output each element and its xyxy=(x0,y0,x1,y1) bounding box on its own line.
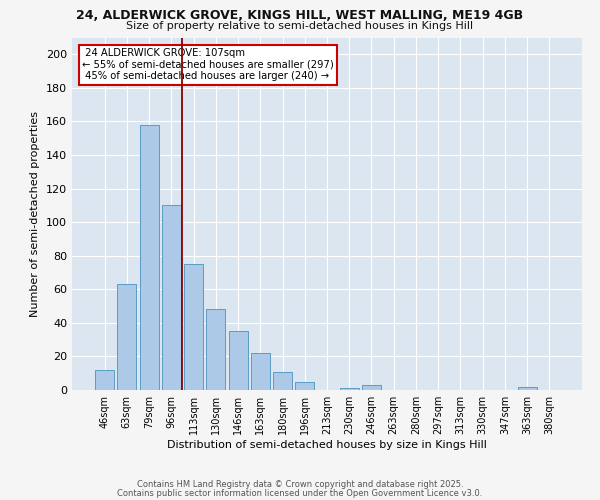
Bar xyxy=(162,206,181,390)
Bar xyxy=(229,331,248,390)
Text: 24 ALDERWICK GROVE: 107sqm
← 55% of semi-detached houses are smaller (297)
 45% : 24 ALDERWICK GROVE: 107sqm ← 55% of semi… xyxy=(82,48,334,82)
Y-axis label: Number of semi-detached properties: Number of semi-detached properties xyxy=(31,111,40,317)
Text: 24, ALDERWICK GROVE, KINGS HILL, WEST MALLING, ME19 4GB: 24, ALDERWICK GROVE, KINGS HILL, WEST MA… xyxy=(76,9,524,22)
X-axis label: Distribution of semi-detached houses by size in Kings Hill: Distribution of semi-detached houses by … xyxy=(167,440,487,450)
Bar xyxy=(273,372,292,390)
Bar xyxy=(95,370,114,390)
Bar xyxy=(295,382,314,390)
Bar xyxy=(518,386,536,390)
Bar xyxy=(251,353,270,390)
Bar xyxy=(184,264,203,390)
Bar xyxy=(362,385,381,390)
Text: Contains public sector information licensed under the Open Government Licence v3: Contains public sector information licen… xyxy=(118,488,482,498)
Text: Size of property relative to semi-detached houses in Kings Hill: Size of property relative to semi-detach… xyxy=(127,21,473,31)
Bar xyxy=(140,125,158,390)
Text: Contains HM Land Registry data © Crown copyright and database right 2025.: Contains HM Land Registry data © Crown c… xyxy=(137,480,463,489)
Bar xyxy=(206,310,225,390)
Bar xyxy=(340,388,359,390)
Bar xyxy=(118,284,136,390)
